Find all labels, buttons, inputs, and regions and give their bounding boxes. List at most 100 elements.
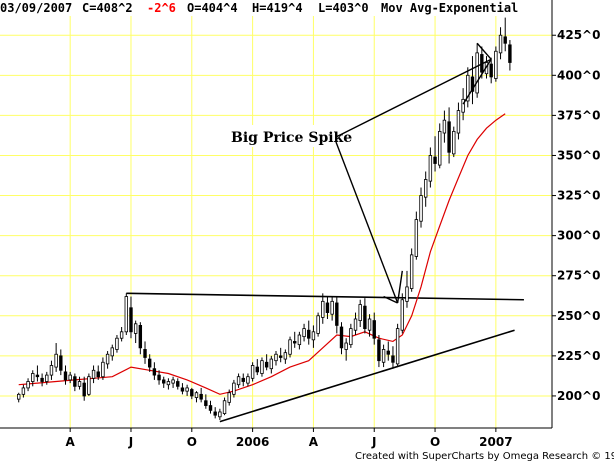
candle-body: [503, 36, 507, 44]
candle-body: [339, 326, 344, 349]
candle-body: [199, 393, 203, 400]
candle-body: [269, 358, 274, 370]
x-tick-label: A: [309, 435, 319, 449]
candle-body: [250, 365, 255, 379]
candle-body: [101, 361, 105, 378]
candle-body: [59, 355, 63, 371]
candle-body: [293, 341, 297, 344]
candle-body: [77, 381, 82, 387]
candle-body: [40, 377, 44, 382]
candle-body: [456, 110, 461, 134]
candle-body: [381, 349, 386, 363]
candle-body: [246, 376, 250, 384]
x-tick-label: O: [187, 435, 197, 449]
candle-body: [26, 381, 30, 389]
candle-body: [241, 377, 245, 382]
candle-body: [367, 318, 372, 331]
candle-body: [358, 304, 362, 321]
x-tick-label: A: [66, 435, 76, 449]
candle-body: [213, 411, 217, 416]
candle-body: [438, 131, 442, 166]
header-study-name: Mov Avg-Exponential: [381, 1, 518, 15]
trendlines: [126, 292, 524, 423]
y-axis-ticks: 425^0 400^0 375^0 350^0 325^0 300^0 275^0 250^0…: [552, 28, 600, 403]
candle-body: [82, 382, 86, 397]
header-low: L=403^0: [318, 1, 369, 15]
y-tick-label: 325^0: [557, 189, 600, 203]
x-tick-label: 2006: [236, 435, 269, 449]
candle-body: [171, 379, 175, 384]
candle-body: [35, 374, 40, 378]
y-tick-label: 200^0: [557, 389, 600, 403]
candle-body: [316, 315, 320, 334]
candle-body: [133, 323, 138, 334]
candle-body: [218, 411, 222, 418]
candle-body: [307, 329, 311, 339]
candle-body: [255, 366, 259, 373]
candle-body: [391, 355, 395, 363]
candle-body: [124, 296, 129, 333]
candle-body: [372, 320, 376, 339]
candle-body: [21, 387, 26, 395]
candle-body: [405, 286, 409, 302]
candle-body: [409, 254, 414, 289]
candle-body: [91, 369, 96, 379]
candle-body: [353, 318, 358, 331]
candle-body: [447, 121, 451, 153]
candle-body: [119, 331, 124, 339]
y-tick-label: 225^0: [557, 349, 600, 363]
y-tick-label: 375^0: [557, 108, 600, 122]
candle-body: [162, 379, 166, 384]
candle-body: [73, 376, 77, 387]
annotation-arrow-tick-d: [396, 270, 403, 304]
candle-body: [377, 339, 381, 362]
candle-body: [489, 63, 493, 78]
candle-body: [494, 50, 498, 79]
annotation-arrow-tick-b: [462, 58, 492, 105]
candle-body: [236, 376, 241, 386]
candle-body: [166, 381, 171, 386]
y-tick-label: 250^0: [557, 309, 600, 323]
x-tick-label: O: [430, 435, 440, 449]
candle-body: [508, 44, 512, 63]
header-info: 03/09/2007 C=408^2 -2^6 O=404^4 H=419^4 …: [0, 1, 518, 15]
x-tick-label: 2007: [479, 435, 512, 449]
candle-body: [87, 376, 91, 395]
y-tick-label: 275^0: [557, 269, 600, 283]
candle-body: [208, 405, 213, 411]
candle-body: [45, 374, 49, 382]
candle-body: [68, 374, 72, 381]
candle-body: [232, 382, 236, 395]
candle-body: [321, 300, 325, 318]
candle-body: [264, 361, 269, 368]
candle-body: [423, 179, 428, 198]
candle-body: [386, 350, 390, 355]
header-date: 03/09/2007: [0, 1, 72, 15]
y-tick-label: 400^0: [557, 68, 600, 82]
x-axis-ticks: A J O 2006 A J O 2007: [66, 428, 513, 449]
candle-body: [330, 300, 334, 315]
annotation-arrow-tick-a: [476, 42, 492, 60]
candle-body: [152, 368, 157, 376]
candle-body: [283, 352, 288, 360]
candle-body: [138, 325, 143, 349]
candle-body: [428, 155, 433, 182]
candle-body: [204, 400, 208, 406]
ema-line: [18, 113, 506, 395]
candle-body: [31, 373, 35, 382]
candle-body: [414, 219, 419, 257]
candle-body: [274, 353, 278, 362]
candle-body: [260, 360, 264, 374]
candle-body: [54, 353, 58, 368]
y-tick-label: 425^0: [557, 28, 600, 42]
candle-body: [335, 302, 339, 326]
candle-body: [400, 299, 405, 331]
annotation-arrow-lower: [335, 141, 399, 304]
candle-body: [147, 358, 152, 368]
candle-body: [461, 98, 465, 113]
trendline: [219, 329, 515, 423]
candle-body: [395, 328, 400, 365]
annotation-arrows: [335, 42, 492, 304]
candle-body: [143, 349, 147, 358]
